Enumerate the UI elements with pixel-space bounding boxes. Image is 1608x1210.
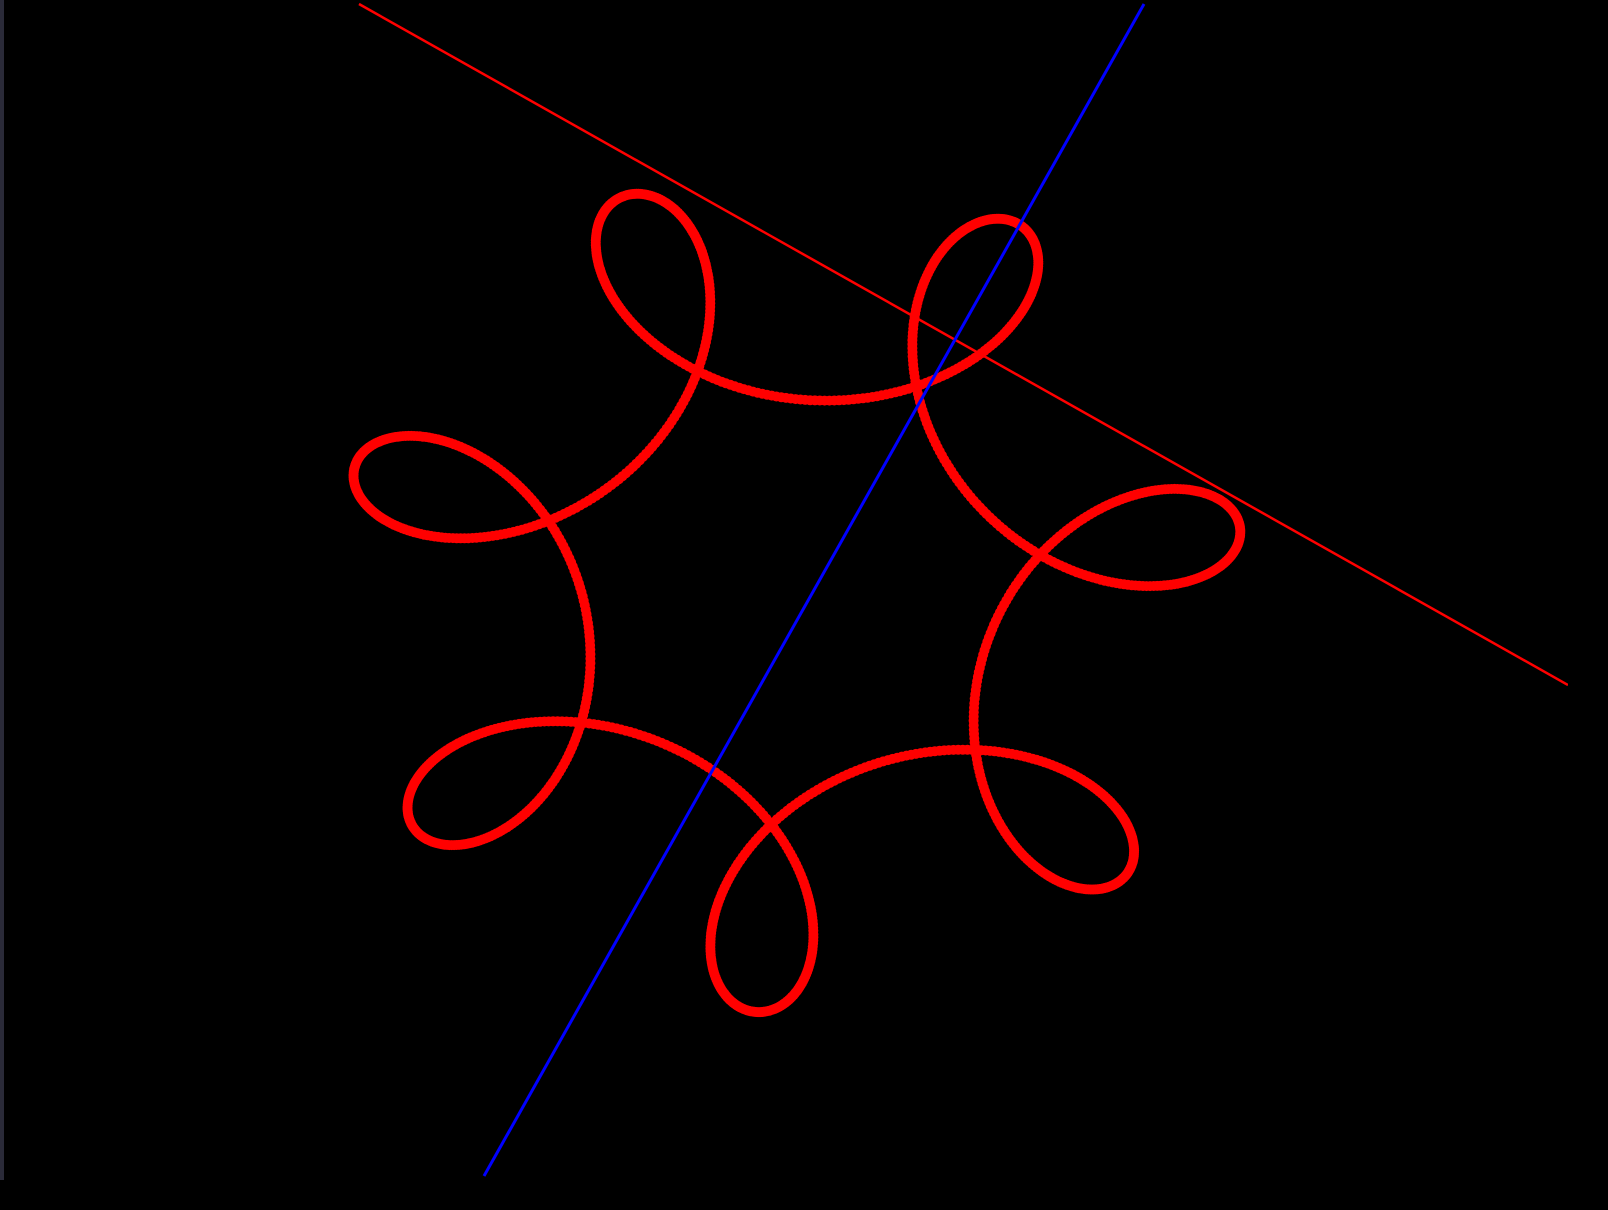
scene-svg (348, 2, 1568, 1177)
blue-axis-line (482, 3, 1146, 1177)
left-edge (0, 0, 4, 1180)
bottom-margin (0, 1180, 1608, 1210)
right-margin (1568, 0, 1608, 1210)
curve-layer (348, 188, 1246, 1018)
render-canvas[interactable] (4, 0, 1568, 1180)
curve-point (1235, 523, 1246, 534)
red-axis-line (358, 2, 1568, 687)
